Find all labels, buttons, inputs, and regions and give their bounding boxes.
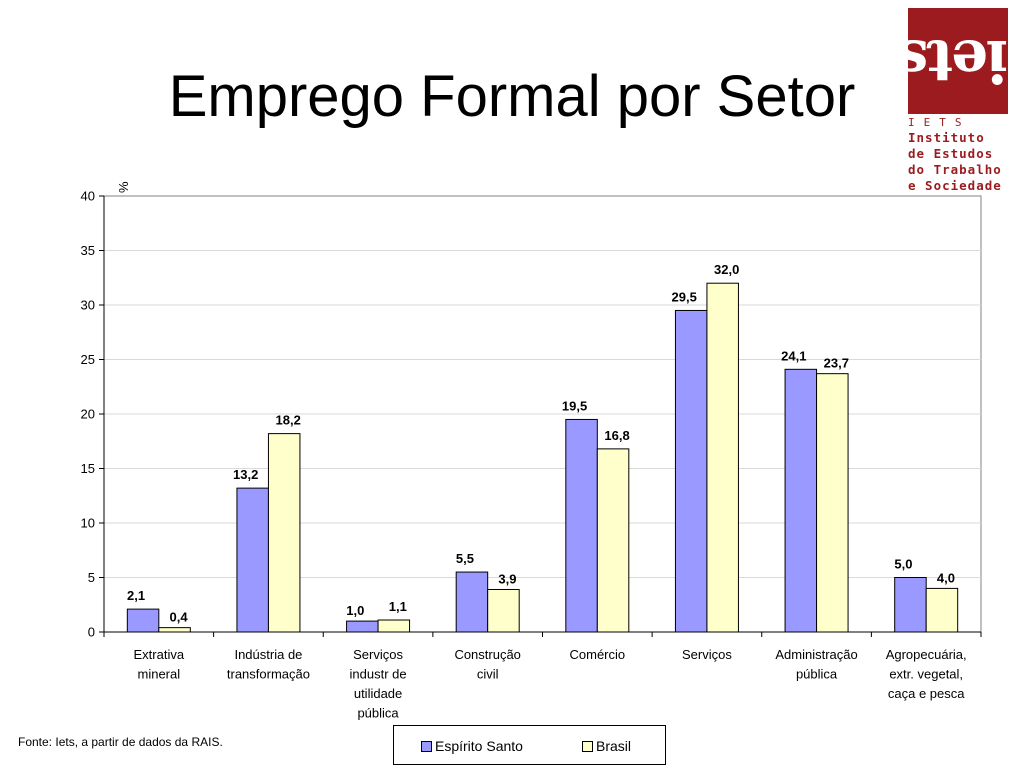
data-label-espirito-santo: 24,1 bbox=[781, 348, 806, 363]
x-tick-label: Extrativa mineral bbox=[134, 647, 185, 682]
x-tick-label: Serviços industr de utilidade pública bbox=[350, 647, 407, 721]
legend-swatch-espirito-santo bbox=[421, 740, 432, 752]
bar-brasil bbox=[925, 587, 959, 633]
x-tick-label: Comércio bbox=[570, 647, 626, 662]
y-tick-label: 0 bbox=[88, 625, 95, 640]
y-tick-label: 15 bbox=[81, 461, 95, 476]
bar-brasil bbox=[158, 627, 191, 633]
logo-line-3: do Trabalho bbox=[908, 162, 1002, 177]
logo-abbreviation: IETS bbox=[908, 116, 971, 129]
bar-brasil bbox=[596, 448, 630, 633]
legend-item-brasil: Brasil bbox=[582, 738, 631, 754]
data-label-espirito-santo: 19,5 bbox=[562, 398, 587, 413]
y-tick-label: 35 bbox=[81, 243, 95, 258]
bar-brasil bbox=[377, 619, 411, 633]
y-tick-label: 20 bbox=[81, 407, 95, 422]
iets-logo: iets IETS Instituto de Estudos do Trabal… bbox=[898, 8, 1012, 194]
data-label-espirito-santo: 2,1 bbox=[127, 588, 145, 603]
bar-espirito-santo bbox=[346, 620, 379, 633]
x-tick-label: Indústria de transformação bbox=[227, 647, 310, 682]
y-tick-label: 40 bbox=[81, 189, 95, 204]
y-tick-label: 25 bbox=[81, 352, 95, 367]
bar-espirito-santo bbox=[455, 571, 489, 633]
bar-brasil bbox=[706, 282, 739, 633]
x-tick-label: Administração pública bbox=[775, 647, 857, 682]
x-tick-label: Agropecuária, extr. vegetal, caça e pesca bbox=[886, 647, 967, 701]
logo-line-1: Instituto bbox=[908, 130, 985, 145]
logo-line-2: de Estudos bbox=[908, 146, 994, 161]
data-label-espirito-santo: 1,0 bbox=[346, 603, 364, 618]
data-label-brasil: 18,2 bbox=[276, 413, 301, 428]
bar-espirito-santo bbox=[674, 309, 708, 633]
data-label-espirito-santo: 5,0 bbox=[894, 557, 912, 572]
source-note: Fonte: Iets, a partir de dados da RAIS. bbox=[18, 735, 223, 749]
x-tick-label: Serviços bbox=[682, 647, 732, 662]
bar-espirito-santo bbox=[565, 418, 598, 633]
data-label-espirito-santo: 5,5 bbox=[456, 551, 474, 566]
legend-swatch-brasil bbox=[582, 740, 593, 752]
bar-espirito-santo bbox=[236, 487, 269, 633]
legend-label-brasil: Brasil bbox=[596, 738, 632, 754]
legend-item-espirito-santo: Espírito Santo bbox=[421, 738, 523, 754]
data-label-brasil: 16,8 bbox=[604, 428, 629, 443]
data-label-espirito-santo: 13,2 bbox=[233, 467, 258, 482]
data-label-brasil: 0,4 bbox=[170, 610, 189, 625]
data-label-espirito-santo: 29,5 bbox=[672, 289, 697, 304]
page-title: Emprego Formal por Setor bbox=[168, 64, 856, 129]
logo-mark: iets bbox=[898, 8, 1008, 114]
bar-espirito-santo bbox=[894, 577, 927, 633]
data-label-brasil: 32,0 bbox=[714, 262, 739, 277]
y-tick-label: 5 bbox=[88, 570, 95, 585]
data-label-brasil: 4,0 bbox=[937, 570, 955, 585]
bar-brasil bbox=[487, 588, 520, 633]
bar-espirito-santo bbox=[126, 608, 160, 633]
y-axis-label: % bbox=[116, 181, 131, 193]
legend-label-espirito-santo: Espírito Santo bbox=[435, 738, 523, 754]
x-tick-label: Construção civil bbox=[454, 647, 520, 682]
bar-espirito-santo bbox=[784, 368, 818, 633]
y-tick-label: 10 bbox=[81, 516, 95, 531]
bar-brasil bbox=[267, 433, 301, 633]
logo-line-4: e Sociedade bbox=[908, 178, 1002, 193]
y-tick-label: 30 bbox=[81, 298, 95, 313]
data-label-brasil: 1,1 bbox=[389, 599, 407, 614]
chart-legend: Espírito Santo Brasil bbox=[393, 725, 666, 765]
data-label-brasil: 23,7 bbox=[824, 356, 849, 371]
data-label-brasil: 3,9 bbox=[498, 571, 516, 586]
bar-brasil bbox=[816, 373, 849, 633]
